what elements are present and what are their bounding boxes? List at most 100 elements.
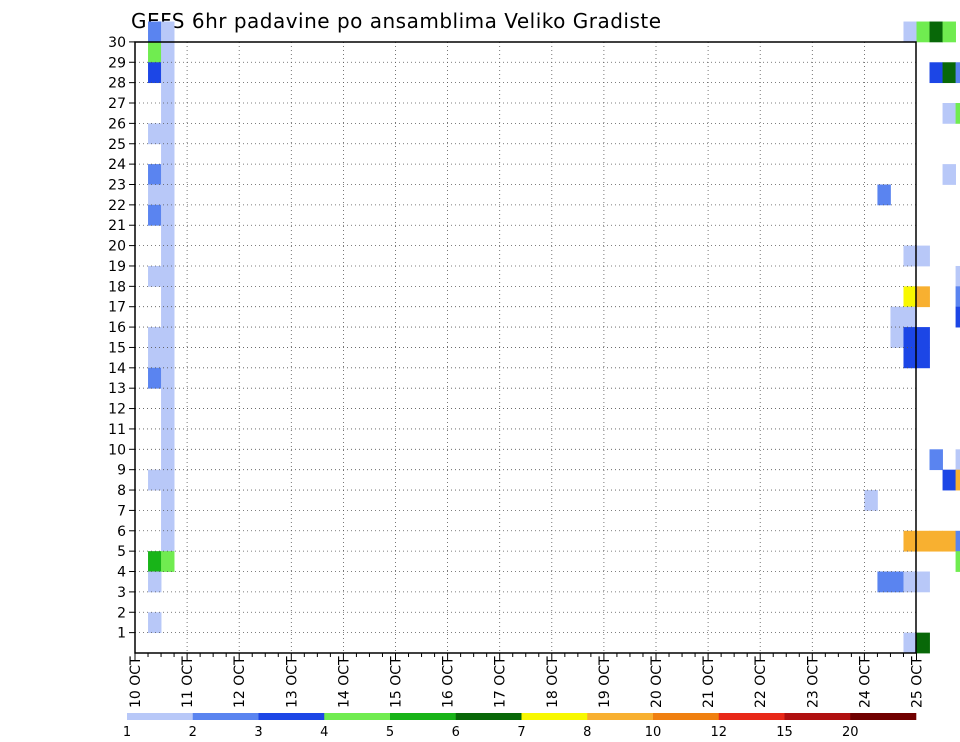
y-tick-label: 15 bbox=[108, 340, 126, 356]
heatmap-cell bbox=[916, 571, 930, 593]
heatmap-cell bbox=[161, 530, 175, 552]
colorbar-swatch bbox=[784, 713, 851, 720]
colorbar-label: 20 bbox=[842, 725, 859, 740]
y-tick-label: 4 bbox=[117, 565, 126, 581]
heatmap-cell bbox=[929, 62, 943, 84]
y-tick-label: 1 bbox=[117, 626, 126, 642]
x-tick-label: 10 OCT bbox=[128, 656, 144, 708]
heatmap-cell bbox=[916, 530, 930, 552]
heatmap-cell bbox=[161, 347, 175, 369]
heatmap-cell bbox=[161, 490, 175, 511]
heatmap-cell bbox=[903, 347, 917, 369]
colorbar-label: 5 bbox=[386, 725, 394, 740]
heatmap-cell bbox=[903, 632, 917, 654]
colorbar: 1 2 3 4 5 6 7 8 10 12 15 20 bbox=[123, 713, 917, 740]
x-tick-label: 23 OCT bbox=[805, 656, 821, 708]
colorbar-label: 12 bbox=[710, 725, 727, 740]
heatmap-cell bbox=[161, 367, 175, 389]
y-tick-label: 14 bbox=[108, 361, 126, 377]
x-tick-label: 24 OCT bbox=[857, 656, 873, 708]
heatmap-cell bbox=[161, 306, 175, 328]
heatmap-cell bbox=[148, 367, 162, 389]
y-tick-label: 16 bbox=[108, 320, 126, 336]
y-tick-label: 17 bbox=[108, 300, 126, 316]
colorbar-label: 3 bbox=[254, 725, 262, 740]
heatmap-cell bbox=[148, 41, 162, 63]
heatmap-cell bbox=[955, 469, 960, 491]
colorbar-swatch bbox=[455, 713, 522, 720]
heatmap-cell bbox=[161, 143, 175, 165]
heatmap-cell bbox=[161, 428, 175, 450]
heatmap-cell bbox=[161, 62, 175, 84]
x-tick-label: 15 OCT bbox=[389, 656, 405, 708]
heatmap-cell bbox=[942, 103, 956, 124]
heatmap-cell bbox=[916, 21, 930, 43]
colorbar-swatch bbox=[718, 713, 785, 720]
heatmap-cell bbox=[877, 571, 891, 593]
y-tick-label: 30 bbox=[108, 35, 126, 51]
heatmap-cell bbox=[955, 286, 960, 308]
x-tick-label: 20 OCT bbox=[649, 656, 665, 708]
y-tick-label: 29 bbox=[108, 55, 126, 71]
heatmap-cell bbox=[890, 306, 904, 328]
x-tick-label: 14 OCT bbox=[336, 656, 352, 708]
heatmap-cell bbox=[916, 327, 930, 348]
heatmap-cell bbox=[903, 21, 917, 43]
heatmap-cell bbox=[148, 184, 162, 206]
y-tick-label: 6 bbox=[117, 524, 126, 540]
colorbar-swatch bbox=[258, 713, 325, 720]
heatmap-cell bbox=[161, 286, 175, 308]
colorbar-swatch bbox=[390, 713, 457, 720]
y-tick-label: 23 bbox=[108, 177, 126, 193]
colorbar-label: 7 bbox=[517, 725, 525, 740]
heatmap-cell bbox=[161, 41, 175, 63]
chart-title: GEFS 6hr padavine po ansamblima Veliko G… bbox=[131, 9, 662, 33]
plot-frame bbox=[134, 41, 917, 654]
heatmap-cell bbox=[942, 530, 956, 552]
y-tick-label: 10 bbox=[108, 442, 126, 458]
y-tick-label: 21 bbox=[108, 218, 126, 234]
heatmap-cell bbox=[148, 123, 162, 145]
colorbar-swatch bbox=[521, 713, 588, 720]
heatmap-cell bbox=[942, 164, 956, 185]
heatmap-cell bbox=[148, 164, 162, 185]
colorbar-label: 15 bbox=[776, 725, 793, 740]
x-tick-label: 16 OCT bbox=[441, 656, 457, 708]
y-tick-label: 3 bbox=[117, 585, 126, 601]
colorbar-swatch bbox=[324, 713, 391, 720]
heatmap-cell bbox=[929, 449, 943, 471]
heatmap-cell bbox=[161, 388, 175, 409]
y-tick-label: 25 bbox=[108, 137, 126, 153]
colorbar-label: 4 bbox=[320, 725, 328, 740]
heatmap-cell bbox=[161, 408, 175, 430]
heatmap-cell bbox=[148, 469, 162, 491]
y-tick-label: 7 bbox=[117, 503, 126, 519]
colorbar-label: 6 bbox=[452, 725, 460, 740]
y-tick-label: 20 bbox=[108, 239, 126, 255]
colorbar-swatch bbox=[192, 713, 259, 720]
colorbar-label: 8 bbox=[583, 725, 591, 740]
heatmap-cell bbox=[916, 632, 930, 654]
heatmap-cell bbox=[148, 327, 162, 348]
x-tick-label: 18 OCT bbox=[545, 656, 561, 708]
heatmap-cell bbox=[161, 551, 175, 572]
heatmap-cell bbox=[161, 245, 175, 267]
x-tick-label: 17 OCT bbox=[493, 656, 509, 708]
y-axis: 1234567891011121314151617181920212223242… bbox=[108, 35, 135, 642]
y-tick-label: 8 bbox=[117, 483, 126, 499]
y-tick-label: 28 bbox=[108, 76, 126, 92]
y-tick-label: 26 bbox=[108, 116, 126, 132]
x-axis: 10 OCT 11 OCT 12 OCT 13 OCT 14 OCT 15 OCT 16 O… bbox=[128, 653, 926, 708]
heatmap-cell bbox=[942, 469, 956, 491]
y-tick-label: 22 bbox=[108, 198, 126, 214]
heatmap-cell bbox=[955, 103, 960, 124]
heatmap-cell bbox=[161, 21, 175, 43]
heatmap-cell bbox=[161, 164, 175, 185]
heatmap-cell bbox=[890, 327, 904, 348]
heatmap-cell bbox=[916, 347, 930, 369]
heatmap-cell bbox=[864, 490, 878, 511]
heatmap-cell bbox=[161, 123, 175, 145]
y-tick-label: 19 bbox=[108, 259, 126, 275]
heatmap-cell bbox=[148, 265, 162, 287]
